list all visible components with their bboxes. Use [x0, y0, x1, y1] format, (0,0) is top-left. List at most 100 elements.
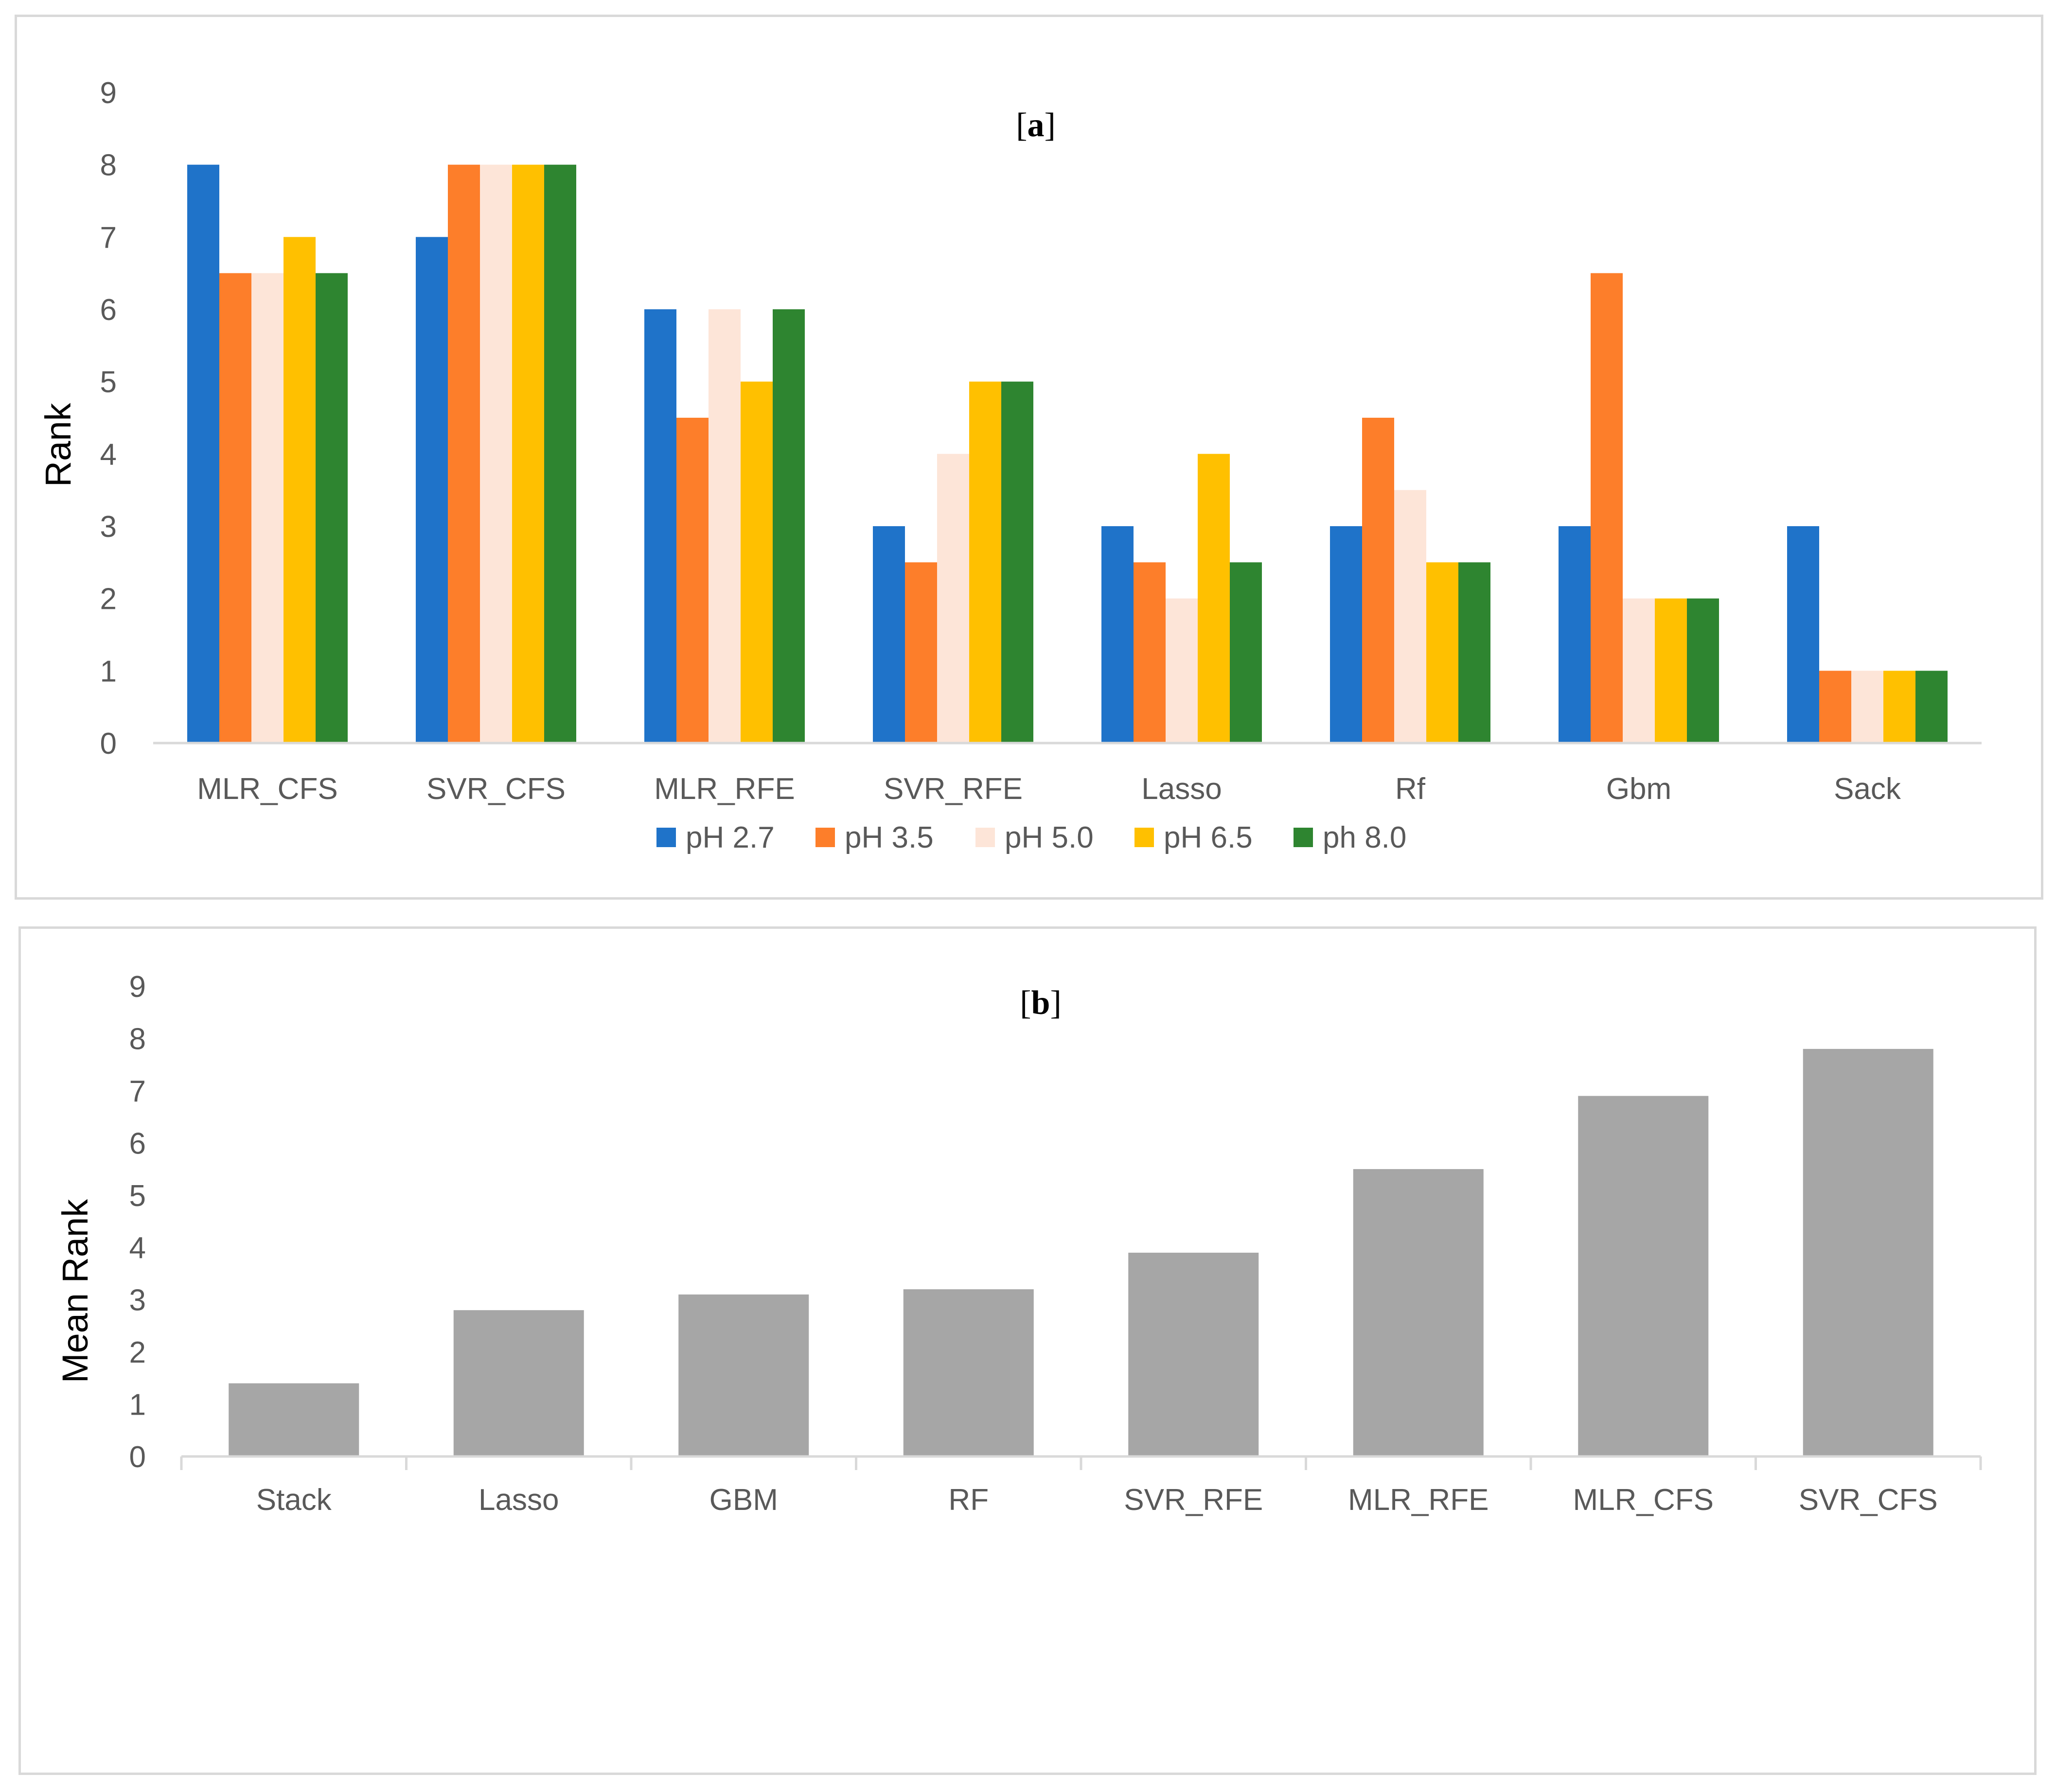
chart-a-legend-swatch: [1294, 828, 1313, 847]
chart-a-bar: [1330, 526, 1362, 743]
rank-by-ph-chart: [a] Rank 0 1 2 3 4 5 6 7 8 9 MLR_CFS SVR_CFS MLR_RF…: [38, 76, 1982, 854]
chart-b-y-tick-label: 7: [129, 1075, 146, 1108]
chart-a-legend-swatch: [815, 828, 835, 847]
chart-b-bar: [1128, 1252, 1259, 1456]
chart-a-bar: [1851, 671, 1883, 743]
chart-a-bars: [187, 164, 1948, 744]
chart-a-x-tick-label: Rf: [1395, 772, 1426, 806]
chart-a-x-tick-label: MLR_RFE: [654, 772, 795, 806]
chart-a-bar: [316, 273, 348, 743]
chart-b-x-tick-label: RF: [948, 1483, 989, 1517]
chart-b-bar: [1578, 1096, 1709, 1456]
chart-a-bar: [937, 454, 969, 743]
chart-b-y-tick-label: 3: [129, 1284, 146, 1317]
chart-a-y-tick-label: 1: [100, 655, 117, 688]
chart-b-y-tick-label: 5: [129, 1179, 146, 1213]
chart-a-bar: [448, 164, 480, 744]
chart-b-y-tick-label: 9: [129, 970, 146, 1004]
chart-a-x-tick-label: Gbm: [1606, 772, 1671, 806]
chart-a-bar: [1591, 273, 1623, 743]
chart-a-bar: [1787, 526, 1819, 743]
chart-b-x-tick-label: Stack: [256, 1483, 332, 1517]
chart-a-legend-swatch: [1134, 828, 1154, 847]
chart-a-bar: [1458, 562, 1490, 743]
chart-b-y-tick-label: 8: [129, 1022, 146, 1056]
chart-a-y-tick-label: 3: [100, 510, 117, 544]
chart-a-bar: [644, 309, 676, 743]
chart-a-bar: [1394, 490, 1426, 743]
mean-rank-chart: [b] Mean Rank 0 1 2 3 4 5 6 7 8 9 Stack Lasso GBM RF…: [55, 970, 1982, 1517]
chart-a-legend-label: pH 2.7: [686, 821, 775, 854]
chart-a-bar: [905, 562, 937, 743]
chart-a-x-tick-label: SVR_RFE: [884, 772, 1023, 806]
chart-b-bars: [229, 1048, 1933, 1456]
chart-a-x-ticks: MLR_CFS SVR_CFS MLR_RFE SVR_RFE Lasso Rf Gbm Sa…: [197, 772, 1901, 806]
chart-a-legend-label: pH 3.5: [845, 821, 934, 854]
chart-b-y-axis-label: Mean Rank: [55, 1199, 95, 1383]
chart-a-y-tick-label: 2: [100, 583, 117, 616]
chart-a-y-tick-label: 9: [100, 76, 117, 110]
chart-a-legend-label: ph 8.0: [1323, 821, 1406, 854]
chart-a-bar: [1166, 598, 1198, 743]
chart-a-bar: [873, 526, 905, 743]
chart-a-bar: [251, 273, 284, 743]
chart-b-x-tick-label: MLR_CFS: [1573, 1483, 1714, 1517]
chart-b-y-tick-label: 0: [129, 1440, 146, 1474]
chart-a-bar: [709, 309, 741, 743]
chart-a-legend: pH 2.7 pH 3.5 pH 5.0 pH 6.5 ph 8.0: [656, 821, 1406, 854]
chart-a-bar: [416, 237, 448, 743]
chart-a-bar: [1198, 454, 1230, 743]
chart-a-bar: [219, 273, 251, 743]
chart-b-bar: [1353, 1169, 1484, 1456]
chart-a-bar: [1915, 671, 1948, 743]
chart-a-y-tick-label: 6: [100, 293, 117, 327]
chart-b-bar: [453, 1310, 584, 1456]
chart-b-y-tick-label: 2: [129, 1336, 146, 1369]
chart-a-legend-swatch: [975, 828, 995, 847]
chart-a-bar: [512, 164, 544, 744]
chart-a-bar: [1655, 598, 1687, 743]
chart-a-y-tick-label: 4: [100, 438, 117, 471]
chart-a-bar: [1101, 526, 1134, 743]
chart-b-y-ticks: 0 1 2 3 4 5 6 7 8 9: [129, 970, 146, 1474]
chart-a-y-axis-label: Rank: [38, 403, 78, 487]
chart-b-y-tick-label: 1: [129, 1388, 146, 1422]
chart-b-x-tick-label: GBM: [709, 1483, 778, 1517]
chart-a-y-tick-label: 5: [100, 366, 117, 399]
chart-a-y-tick-label: 7: [100, 221, 117, 254]
chart-a-bar: [1559, 526, 1591, 743]
chart-a-bar: [544, 164, 576, 744]
chart-a-x-tick-label: Lasso: [1141, 772, 1222, 806]
chart-b-title: [b]: [1020, 984, 1062, 1022]
chart-a-bar: [187, 164, 219, 744]
chart-a-bar: [284, 237, 316, 743]
chart-b-bar: [903, 1289, 1034, 1456]
chart-b-bar: [678, 1294, 809, 1456]
chart-b-x-tick-label: MLR_RFE: [1348, 1483, 1489, 1517]
chart-a-x-tick-label: Sack: [1834, 772, 1901, 806]
chart-a-bar: [1230, 562, 1262, 743]
chart-a-x-tick-label: SVR_CFS: [426, 772, 566, 806]
chart-a-bar: [773, 309, 805, 743]
chart-a-legend-label: pH 6.5: [1164, 821, 1253, 854]
chart-a-bar: [1687, 598, 1719, 743]
chart-a-bar: [741, 381, 773, 743]
chart-b-y-tick-label: 6: [129, 1127, 146, 1160]
chart-a-bar: [1362, 418, 1394, 743]
chart-b-x-tick-label: Lasso: [479, 1483, 559, 1517]
chart-b-x-tick-label: SVR_RFE: [1124, 1483, 1263, 1517]
chart-a-bar: [1819, 671, 1851, 743]
chart-b-bar: [1803, 1048, 1933, 1456]
chart-b-x-tick-label: SVR_CFS: [1799, 1483, 1938, 1517]
chart-a-legend-label: pH 5.0: [1005, 821, 1094, 854]
chart-a-x-tick-label: MLR_CFS: [197, 772, 337, 806]
chart-a-bar: [676, 418, 709, 743]
chart-a-bar: [1426, 562, 1458, 743]
chart-a-bar: [969, 381, 1001, 743]
chart-a-legend-swatch: [656, 828, 676, 847]
chart-a-y-tick-label: 8: [100, 149, 117, 182]
chart-a-y-tick-label: 0: [100, 727, 117, 761]
chart-a-bar: [480, 164, 512, 744]
chart-b-y-tick-label: 4: [129, 1231, 146, 1265]
